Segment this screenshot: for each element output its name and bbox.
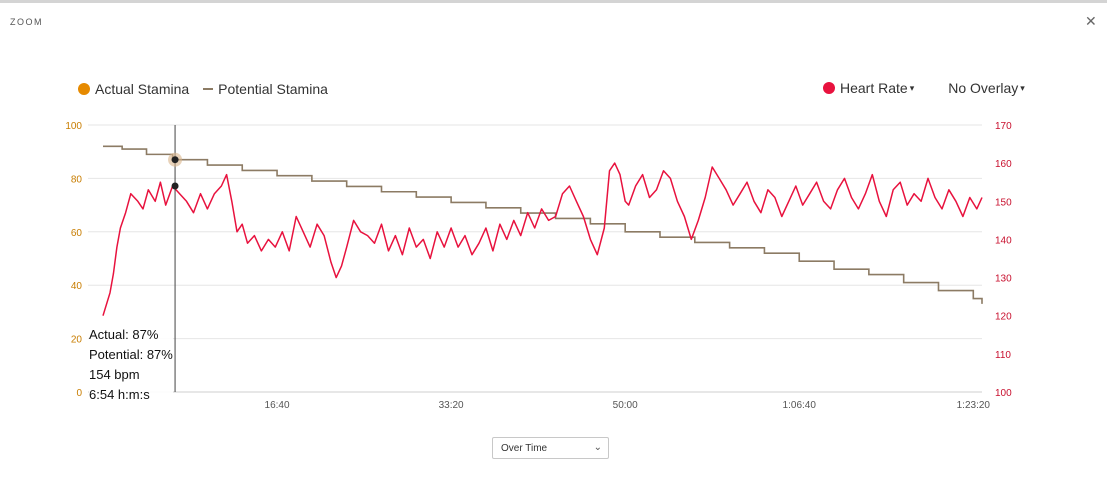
overlay-dropdown[interactable]: No Overlay ▾ <box>948 80 1025 96</box>
actual-stamina-dot-icon <box>78 83 90 95</box>
heart-rate-line <box>102 162 983 316</box>
y-left-tick-label: 40 <box>71 281 83 292</box>
chart-legend: Actual Stamina Potential Stamina <box>78 81 328 97</box>
tooltip-actual: Actual: 87% <box>89 327 159 342</box>
y-right-tick-label: 110 <box>995 350 1011 361</box>
caret-down-icon: ▾ <box>1020 82 1025 93</box>
y-left-tick-label: 100 <box>65 121 82 132</box>
y-right-tick-label: 100 <box>995 388 1012 399</box>
zoom-title: ZOOM <box>10 17 43 27</box>
y-right-tick-label: 120 <box>995 312 1012 323</box>
x-tick-label: 1:06:40 <box>783 400 817 411</box>
cursor-hr-point <box>171 182 179 190</box>
y-right-tick-label: 160 <box>995 159 1012 170</box>
overlay-label: No Overlay <box>948 80 1019 96</box>
legend-potential-stamina[interactable]: Potential Stamina <box>218 81 328 97</box>
heart-rate-dot-icon <box>823 82 835 94</box>
close-icon[interactable]: ✕ <box>1085 13 1097 29</box>
y-left-tick-label: 20 <box>71 335 83 346</box>
tooltip-time: 6:54 h:m:s <box>89 387 150 402</box>
y-right-tick-label: 150 <box>995 197 1012 208</box>
chevron-down-icon: ⌄ <box>593 442 602 453</box>
heart-rate-dropdown[interactable]: Heart Rate ▾ <box>823 80 914 96</box>
cursor-potential-point <box>171 156 179 164</box>
y-right-tick-label: 130 <box>995 274 1012 285</box>
y-left-tick-label: 0 <box>76 388 82 399</box>
y-left-tick-label: 60 <box>71 228 83 239</box>
chart-controls: Heart Rate ▾ No Overlay ▾ <box>823 80 1025 96</box>
potential-stamina-line-icon <box>203 88 214 90</box>
window-top-border <box>0 0 1107 3</box>
y-right-tick-label: 140 <box>995 235 1012 246</box>
x-tick-label: 50:00 <box>613 400 638 411</box>
caret-down-icon: ▾ <box>909 82 915 93</box>
view-mode-select[interactable]: Over Time ⌄ <box>492 437 609 459</box>
heart-rate-label: Heart Rate <box>840 80 908 96</box>
x-tick-label: 33:20 <box>439 400 464 411</box>
potential-stamina-line <box>103 145 983 304</box>
y-left-tick-label: 80 <box>71 174 83 185</box>
chart-tooltip: Actual: 87% Potential: 87% 154 bpm 6:54 … <box>89 325 173 405</box>
tooltip-potential: Potential: 87% <box>89 347 173 362</box>
x-tick-label: 1:23:20 <box>957 400 991 411</box>
view-mode-value: Over Time <box>501 442 548 454</box>
y-right-tick-label: 170 <box>995 121 1012 132</box>
tooltip-heart-rate: 154 bpm <box>89 367 140 382</box>
legend-actual-stamina[interactable]: Actual Stamina <box>95 81 190 97</box>
x-tick-label: 16:40 <box>265 400 290 411</box>
